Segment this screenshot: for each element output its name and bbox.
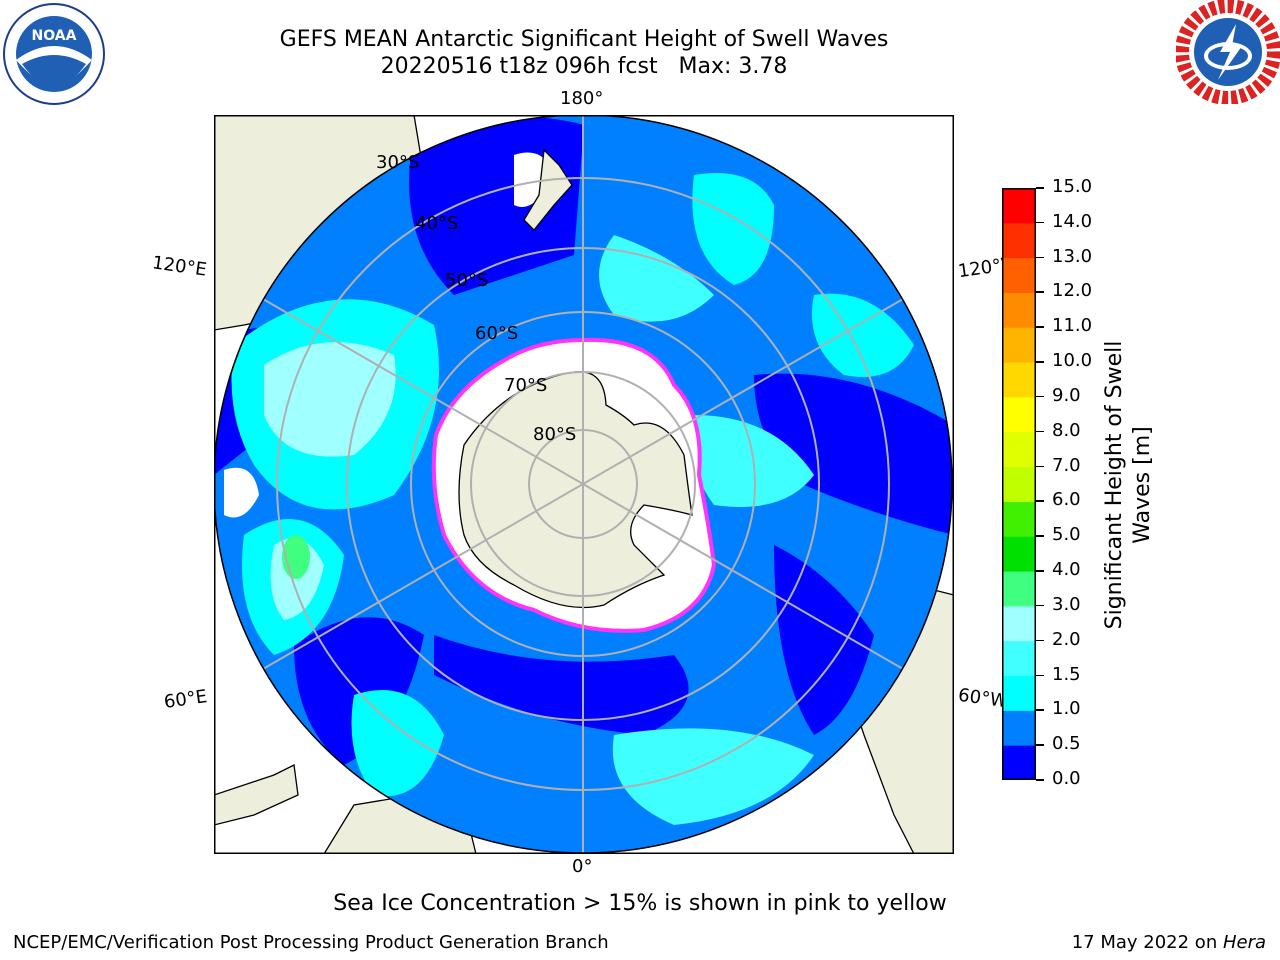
colorbar-segment	[1002, 571, 1036, 607]
colorbar-tick-label: 10.0	[1052, 350, 1093, 372]
longitude-label-0: 0°	[572, 856, 593, 877]
colorbar-tick-label: 15.0	[1052, 176, 1093, 197]
latitude-label-70s: 70°S	[504, 375, 548, 396]
colorbar-tick-label: 0.5	[1052, 733, 1081, 755]
colorbar-tick-label: 13.0	[1052, 245, 1093, 267]
colorbar-tick-mark	[1036, 674, 1044, 677]
map-subtitle: 20220516 t18z 096h fcst Max: 3.78	[380, 54, 788, 79]
colorbar-segment	[1002, 536, 1036, 572]
colorbar-tick-mark	[1036, 465, 1044, 468]
credit-machine: Hera	[1222, 932, 1266, 953]
colorbar-segment	[1002, 466, 1036, 502]
sea-ice-footnote: Sea Ice Concentration > 15% is shown in …	[333, 891, 947, 916]
noaa-logo: NOAA	[3, 3, 105, 105]
colorbar-tick-mark	[1036, 395, 1044, 398]
colorbar-segment	[1002, 605, 1036, 642]
colorbar-tick-mark	[1036, 291, 1044, 293]
colorbar-tick-label: 8.0	[1052, 419, 1081, 441]
national-weather-service-logo	[1176, 0, 1280, 104]
latitude-label-40s: 40°S	[415, 213, 459, 234]
latitude-label-80s: 80°S	[533, 424, 577, 445]
longitude-label-60e: 60°E	[162, 686, 209, 713]
colorbar-tick-mark	[1036, 500, 1044, 502]
colorbar-segment	[1002, 292, 1036, 328]
colorbar-tick-label: 1.0	[1052, 698, 1081, 720]
colorbar-segment	[1002, 396, 1036, 433]
colorbar-tick-mark	[1036, 744, 1044, 746]
colorbar-label-line1: Significant Height of Swell	[1102, 340, 1127, 630]
colorbar-tick-label: 0.0	[1052, 768, 1081, 789]
longitude-label-180: 180°	[560, 88, 604, 109]
colorbar-tick-mark	[1036, 361, 1044, 363]
colorbar-segment	[1002, 188, 1036, 224]
colorbar-tick-mark	[1036, 779, 1044, 781]
credit-date: 17 May 2022 on Hera	[1072, 932, 1266, 953]
colorbar-segment	[1002, 362, 1036, 398]
colorbar-label: Significant Height of Swell Waves [m]	[1101, 325, 1157, 645]
colorbar-tick-label: 5.0	[1052, 524, 1081, 546]
colorbar-tick-label: 12.0	[1052, 280, 1093, 302]
colorbar-tick-label: 11.0	[1052, 315, 1093, 337]
colorbar-segment	[1002, 501, 1036, 537]
colorbar-tick-label: 9.0	[1052, 384, 1081, 406]
latitude-label-30s: 30°S	[376, 152, 420, 173]
colorbar-segment	[1002, 745, 1036, 780]
colorbar-segment	[1002, 640, 1036, 677]
colorbar-segment	[1002, 222, 1036, 259]
colorbar-tick-label: 2.0	[1052, 628, 1081, 650]
colorbar-tick-mark	[1036, 430, 1044, 433]
longitude-label-120e: 120°E	[150, 252, 208, 281]
credit-branch: NCEP/EMC/Verification Post Processing Pr…	[13, 932, 609, 953]
colorbar-tick-mark	[1036, 570, 1044, 572]
map-title: GEFS MEAN Antarctic Significant Height o…	[279, 27, 889, 52]
colorbar-tick-label: 4.0	[1052, 559, 1081, 581]
colorbar-tick-label: 3.0	[1052, 593, 1081, 615]
colorbar-tick-label: 7.0	[1052, 454, 1081, 476]
polar-map	[214, 115, 954, 854]
credit-date-text: 17 May 2022 on	[1071, 932, 1223, 953]
latitude-label-60s: 60°S	[475, 323, 519, 344]
colorbar-segment	[1002, 327, 1036, 363]
colorbar-tick-mark	[1036, 326, 1044, 328]
colorbar-segment	[1002, 710, 1036, 746]
colorbar-segment	[1002, 675, 1036, 711]
colorbar-tick-mark	[1036, 256, 1044, 259]
colorbar-tick-label: 6.0	[1052, 489, 1081, 511]
colorbar-tick-mark	[1036, 187, 1044, 189]
madagascar-land	[214, 764, 299, 826]
colorbar-tick-mark	[1036, 535, 1044, 537]
new-zealand-land	[523, 148, 573, 231]
colorbar-tick-mark	[1036, 709, 1044, 711]
colorbar-tick-mark	[1036, 604, 1044, 607]
colorbar-tick-mark	[1036, 639, 1044, 642]
colorbar-segment	[1002, 431, 1036, 468]
colorbar	[1002, 188, 1036, 780]
colorbar-label-line2: Waves [m]	[1130, 426, 1155, 544]
colorbar-tick-label: 14.0	[1052, 210, 1093, 232]
colorbar-tick-label: 1.5	[1052, 663, 1081, 685]
colorbar-tick-mark	[1036, 221, 1044, 224]
svg-text:NOAA: NOAA	[32, 28, 77, 44]
antarctica-land	[458, 371, 693, 609]
colorbar-segment	[1002, 257, 1036, 293]
latitude-label-50s: 50°S	[445, 270, 489, 291]
